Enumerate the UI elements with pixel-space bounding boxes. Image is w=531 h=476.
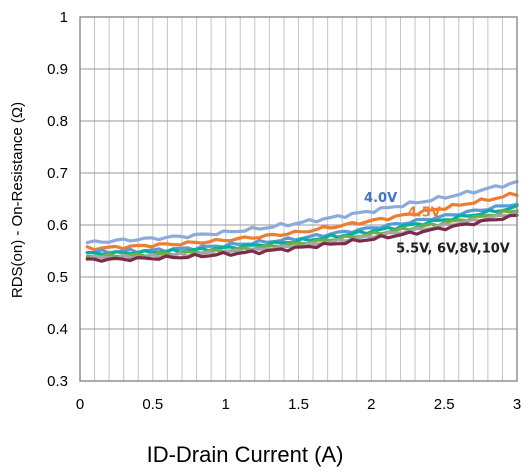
x-tick-label: 1.5 <box>288 396 309 413</box>
y-tick-label: 0.8 <box>47 113 68 130</box>
x-axis-label: ID-Drain Current (A) <box>147 442 344 467</box>
y-tick-label: 0.3 <box>47 373 68 390</box>
x-tick-label: 1 <box>221 396 229 413</box>
series-line-7 <box>85 213 519 263</box>
y-tick-label: 1 <box>60 9 68 26</box>
plot-frame <box>79 16 518 382</box>
plot-grid <box>80 17 517 381</box>
x-tick-label: 3 <box>513 396 521 413</box>
x-tick-label: 2.5 <box>434 396 455 413</box>
x-tick-label: 0 <box>76 396 84 413</box>
series-line-2 <box>85 191 519 252</box>
y-tick-label: 0.4 <box>47 321 68 338</box>
y-tick-label: 0.9 <box>47 61 68 78</box>
y-tick-label: 0.7 <box>47 165 68 182</box>
tick-labels: 0.3 0.4 0.5 0.6 0.7 0.8 0.9 1 0 0.5 1 1.5 2 2.5 3 <box>47 9 521 413</box>
series-lines <box>85 179 519 263</box>
series-line-1 <box>85 179 519 245</box>
series-line-5 <box>85 209 519 259</box>
series-annotation: 4.0V <box>364 191 397 206</box>
x-tick-label: 0.5 <box>142 396 163 413</box>
plot-border <box>79 16 518 382</box>
y-axis-label: RDS(on) - On-Resistance (Ω) <box>9 102 26 298</box>
series-annotation: 5.5V, 6V,8V,10V <box>396 242 510 257</box>
series-annotation: 4.5V <box>408 206 441 221</box>
annotations: 4.0V 4.5V 5.5V, 6V,8V,10V <box>364 191 510 256</box>
y-tick-label: 0.6 <box>47 217 68 234</box>
y-tick-label: 0.5 <box>47 269 68 286</box>
x-tick-label: 2 <box>367 396 375 413</box>
